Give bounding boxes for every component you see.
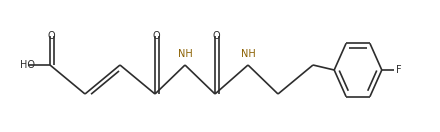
Text: O: O xyxy=(48,31,55,41)
Text: HO: HO xyxy=(20,60,35,70)
Text: O: O xyxy=(213,31,220,41)
Text: F: F xyxy=(396,65,401,75)
Text: NH: NH xyxy=(241,49,255,59)
Text: NH: NH xyxy=(178,49,192,59)
Text: O: O xyxy=(153,31,160,41)
